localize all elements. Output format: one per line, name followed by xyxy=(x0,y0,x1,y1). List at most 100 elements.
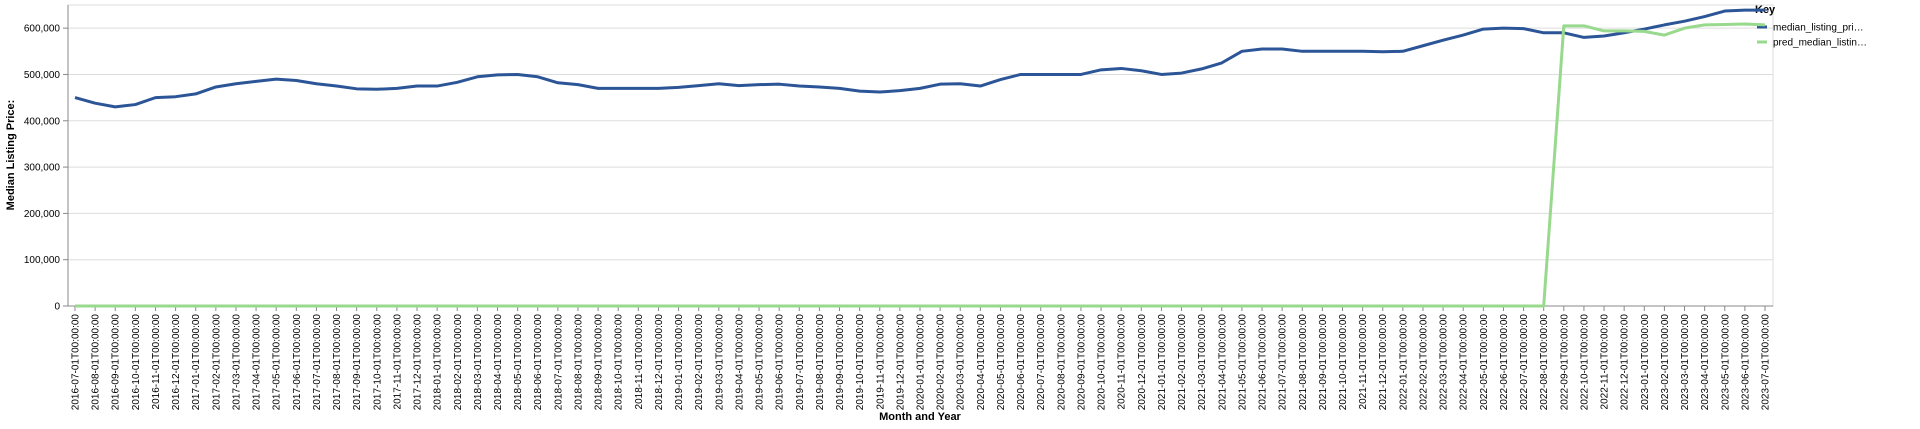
x-tick-label: 2021-03-01T00:00:00 xyxy=(1197,314,1208,411)
plot-frame xyxy=(67,4,1774,307)
x-axis-title: Month and Year xyxy=(879,411,961,423)
x-tick-label: 2023-07-01T00:00:00 xyxy=(1761,314,1772,411)
x-tick-label: 2018-04-01T00:00:00 xyxy=(493,314,504,411)
x-tick-label: 2020-01-01T00:00:00 xyxy=(916,314,927,411)
x-tick-label: 2022-10-01T00:00:00 xyxy=(1579,314,1590,411)
y-tick-label: 300,000 xyxy=(24,163,61,174)
series-line xyxy=(75,22,1766,308)
x-tick-label: 2023-04-01T00:00:00 xyxy=(1700,314,1711,411)
x-tick-label: 2022-03-01T00:00:00 xyxy=(1439,314,1450,411)
x-tick-label: 2018-06-01T00:00:00 xyxy=(533,314,544,411)
x-tick-label: 2023-06-01T00:00:00 xyxy=(1740,314,1751,411)
x-tick-label: 2019-05-01T00:00:00 xyxy=(755,314,766,411)
y-tick-label: 100,000 xyxy=(24,255,61,266)
x-tick-label: 2022-09-01T00:00:00 xyxy=(1559,314,1570,411)
x-tick-label: 2019-02-01T00:00:00 xyxy=(694,314,705,411)
x-tick-label: 2023-01-01T00:00:00 xyxy=(1640,314,1651,411)
x-tick-label: 2017-09-01T00:00:00 xyxy=(352,314,363,411)
x-tick-label: 2017-03-01T00:00:00 xyxy=(231,314,242,411)
x-tick-label: 2020-04-01T00:00:00 xyxy=(976,314,987,411)
x-tick-label: 2020-05-01T00:00:00 xyxy=(996,314,1007,411)
x-tick-label: 2017-04-01T00:00:00 xyxy=(252,314,263,411)
x-tick-label: 2022-12-01T00:00:00 xyxy=(1620,314,1631,411)
x-tick-label: 2019-10-01T00:00:00 xyxy=(855,314,866,411)
x-tick-label: 2016-09-01T00:00:00 xyxy=(111,314,122,411)
y-tick-label: 600,000 xyxy=(24,24,61,35)
y-tick-label: 400,000 xyxy=(24,116,61,127)
x-tick-label: 2021-09-01T00:00:00 xyxy=(1318,314,1329,411)
x-tick-label: 2017-02-01T00:00:00 xyxy=(211,314,222,411)
x-tick-label: 2019-06-01T00:00:00 xyxy=(775,314,786,411)
x-tick-label: 2020-02-01T00:00:00 xyxy=(936,314,947,411)
x-tick-label: 2023-02-01T00:00:00 xyxy=(1660,314,1671,411)
series-line xyxy=(74,8,1765,109)
y-tick-label: 0 xyxy=(54,302,60,313)
x-tick-label: 2017-10-01T00:00:00 xyxy=(372,314,383,411)
legend-title: Key xyxy=(1755,4,1776,16)
y-tick-label: 500,000 xyxy=(24,70,61,81)
x-tick-label: 2018-09-01T00:00:00 xyxy=(594,314,605,411)
x-tick-label: 2022-06-01T00:00:00 xyxy=(1499,314,1510,411)
x-tick-label: 2017-11-01T00:00:00 xyxy=(392,314,403,410)
x-tick-label: 2017-12-01T00:00:00 xyxy=(413,314,424,411)
x-tick-label: 2018-07-01T00:00:00 xyxy=(553,314,564,411)
x-tick-label: 2021-10-01T00:00:00 xyxy=(1338,314,1349,411)
x-tick-label: 2016-11-01T00:00:00 xyxy=(151,314,162,410)
x-tick-label: 2021-01-01T00:00:00 xyxy=(1157,314,1168,411)
x-tick-label: 2022-07-01T00:00:00 xyxy=(1519,314,1530,411)
x-tick-label: 2016-12-01T00:00:00 xyxy=(171,314,182,411)
legend-label: pred_median_listin… xyxy=(1773,38,1867,49)
x-tick-label: 2020-07-01T00:00:00 xyxy=(1036,314,1047,411)
x-tick-label: 2020-09-01T00:00:00 xyxy=(1076,314,1087,411)
x-tick-label: 2019-09-01T00:00:00 xyxy=(835,314,846,411)
x-tick-label: 2018-03-01T00:00:00 xyxy=(473,314,484,411)
x-tick-label: 2019-04-01T00:00:00 xyxy=(734,314,745,411)
x-tick-label: 2020-10-01T00:00:00 xyxy=(1097,314,1108,411)
x-tick-label: 2020-08-01T00:00:00 xyxy=(1056,314,1067,411)
x-tick-label: 2016-07-01T00:00:00 xyxy=(71,314,82,411)
x-tick-label: 2019-12-01T00:00:00 xyxy=(895,314,906,411)
x-tick-label: 2017-08-01T00:00:00 xyxy=(332,314,343,411)
x-tick-label: 2017-01-01T00:00:00 xyxy=(191,314,202,411)
x-tick-label: 2018-11-01T00:00:00 xyxy=(634,314,645,410)
x-tick-label: 2021-12-01T00:00:00 xyxy=(1378,314,1389,411)
x-tick-label: 2020-03-01T00:00:00 xyxy=(956,314,967,411)
x-tick-label: 2020-11-01T00:00:00 xyxy=(1117,314,1128,410)
x-tick-label: 2021-05-01T00:00:00 xyxy=(1237,314,1248,411)
x-tick-label: 2022-04-01T00:00:00 xyxy=(1459,314,1470,411)
x-tick-label: 2017-06-01T00:00:00 xyxy=(292,314,303,411)
x-tick-label: 2021-11-01T00:00:00 xyxy=(1358,314,1369,410)
x-tick-label: 2022-02-01T00:00:00 xyxy=(1418,314,1429,411)
x-tick-label: 2019-01-01T00:00:00 xyxy=(674,314,685,411)
x-tick-label: 2022-11-01T00:00:00 xyxy=(1600,314,1611,410)
x-tick-label: 2022-08-01T00:00:00 xyxy=(1539,314,1550,411)
x-tick-label: 2020-12-01T00:00:00 xyxy=(1137,314,1148,411)
x-tick-label: 2021-07-01T00:00:00 xyxy=(1278,314,1289,411)
x-tick-label: 2017-05-01T00:00:00 xyxy=(272,314,283,411)
legend-label: median_listing_pri… xyxy=(1773,23,1864,34)
x-tick-label: 2018-10-01T00:00:00 xyxy=(614,314,625,411)
x-tick-label: 2023-03-01T00:00:00 xyxy=(1680,314,1691,411)
x-tick-label: 2019-11-01T00:00:00 xyxy=(875,314,886,410)
x-tick-label: 2021-04-01T00:00:00 xyxy=(1217,314,1228,411)
x-tick-label: 2017-07-01T00:00:00 xyxy=(312,314,323,411)
x-tick-label: 2016-08-01T00:00:00 xyxy=(91,314,102,411)
x-tick-label: 2018-01-01T00:00:00 xyxy=(433,314,444,411)
x-tick-label: 2022-01-01T00:00:00 xyxy=(1398,314,1409,411)
x-tick-label: 2023-05-01T00:00:00 xyxy=(1720,314,1731,411)
y-tick-label: 200,000 xyxy=(24,209,61,220)
x-tick-label: 2019-08-01T00:00:00 xyxy=(815,314,826,411)
x-tick-label: 2018-12-01T00:00:00 xyxy=(654,314,665,411)
x-tick-label: 2018-08-01T00:00:00 xyxy=(573,314,584,411)
x-tick-label: 2022-05-01T00:00:00 xyxy=(1479,314,1490,411)
x-tick-label: 2019-03-01T00:00:00 xyxy=(714,314,725,411)
x-tick-label: 2021-06-01T00:00:00 xyxy=(1258,314,1269,411)
x-tick-label: 2018-02-01T00:00:00 xyxy=(453,314,464,411)
x-tick-label: 2018-05-01T00:00:00 xyxy=(513,314,524,411)
y-axis-title: Median Listing Price: xyxy=(5,100,17,211)
x-tick-label: 2021-02-01T00:00:00 xyxy=(1177,314,1188,411)
x-tick-label: 2016-10-01T00:00:00 xyxy=(131,314,142,411)
x-tick-label: 2021-08-01T00:00:00 xyxy=(1298,314,1309,411)
x-tick-label: 2019-07-01T00:00:00 xyxy=(795,314,806,411)
